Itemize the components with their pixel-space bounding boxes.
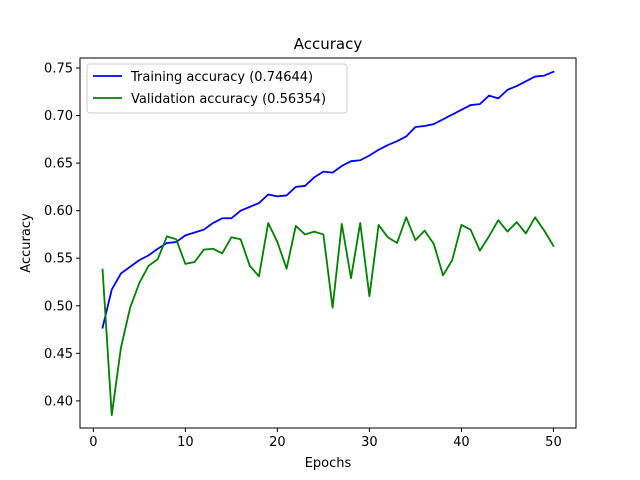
legend-box <box>86 63 348 114</box>
x-tick-label: 0 <box>89 435 97 450</box>
y-tick-label: 0.75 <box>44 61 73 76</box>
y-axis: 0.40 0.45 0.50 0.55 0.60 0.65 0.70 0.75 <box>44 61 80 409</box>
legend-label-training: Training accuracy (0.74644) <box>130 70 313 85</box>
y-tick-label: 0.65 <box>44 157 73 172</box>
x-axis-label: Epochs <box>305 456 352 471</box>
x-tick-label: 30 <box>361 435 378 450</box>
axes-frame <box>79 57 577 429</box>
y-tick-label: 0.60 <box>44 204 73 219</box>
x-axis: 0 10 20 30 40 50 <box>89 428 562 450</box>
validation-accuracy-line <box>101 216 555 417</box>
y-tick-label: 0.40 <box>44 394 73 409</box>
y-tick-label: 0.45 <box>44 347 73 362</box>
legend-label-validation: Validation accuracy (0.56354) <box>131 92 326 107</box>
y-tick-label: 0.55 <box>44 252 73 267</box>
plot-area <box>101 70 555 417</box>
legend: Training accuracy (0.74644) Validation a… <box>86 63 348 114</box>
y-tick-label: 0.50 <box>44 299 73 314</box>
x-tick-label: 20 <box>269 435 286 450</box>
x-tick-label: 50 <box>545 435 562 450</box>
y-tick-label: 0.70 <box>44 109 73 124</box>
x-tick-label: 40 <box>453 435 470 450</box>
chart-title: Accuracy <box>294 35 363 53</box>
x-tick-label: 10 <box>177 435 194 450</box>
y-axis-label: Accuracy <box>19 213 34 273</box>
